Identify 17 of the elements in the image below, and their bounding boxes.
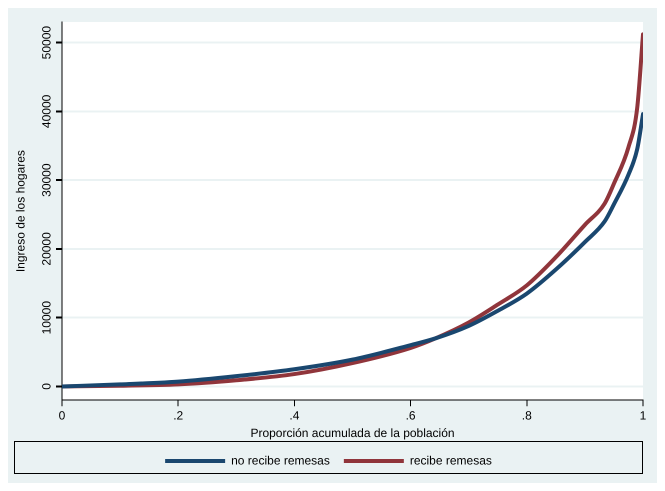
x-tick-label: .6 [406, 408, 416, 423]
x-tick-label: .4 [289, 408, 300, 423]
x-tick-label: 0 [58, 408, 66, 423]
line-series [62, 112, 643, 388]
y-tick-label: 0 [39, 382, 54, 390]
y-tick-label: 40000 [39, 94, 54, 128]
x-axis-title: Proporción acumulada de la población [250, 426, 455, 440]
y-axis-title: Ingreso de los hogares [14, 150, 28, 272]
x-tick-label: .2 [173, 408, 184, 423]
legend-label: recibe remesas [410, 453, 492, 468]
y-tick-label: 20000 [39, 232, 54, 266]
y-tick-label: 10000 [39, 300, 54, 334]
y-tick-label: 50000 [39, 26, 54, 60]
x-tick-label: .8 [522, 408, 532, 423]
y-tick-label: 30000 [39, 163, 54, 197]
legend-label: no recibe remesas [231, 453, 330, 468]
x-tick-label: 1 [640, 408, 647, 423]
